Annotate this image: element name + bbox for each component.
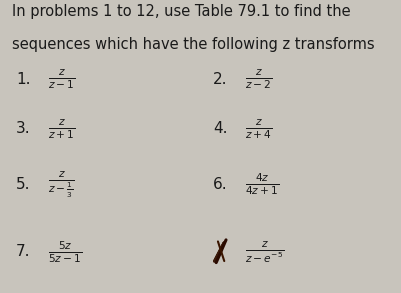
Text: sequences which have the following z transforms: sequences which have the following z tra… xyxy=(12,37,374,52)
Text: $\frac{z}{z-1}$: $\frac{z}{z-1}$ xyxy=(48,67,75,91)
Text: $\frac{z}{z-e^{-5}}$: $\frac{z}{z-e^{-5}}$ xyxy=(245,239,284,265)
Text: 1.: 1. xyxy=(16,71,30,87)
Text: $\frac{z}{z-2}$: $\frac{z}{z-2}$ xyxy=(245,67,272,91)
Text: $\frac{z}{z+4}$: $\frac{z}{z+4}$ xyxy=(245,117,272,141)
Text: 2.: 2. xyxy=(213,71,227,87)
Text: $\frac{z}{z-\frac{1}{3}}$: $\frac{z}{z-\frac{1}{3}}$ xyxy=(48,170,75,200)
Text: 6.: 6. xyxy=(213,177,227,192)
Text: $\frac{5z}{5z-1}$: $\frac{5z}{5z-1}$ xyxy=(48,239,82,265)
Text: $\frac{z}{z+1}$: $\frac{z}{z+1}$ xyxy=(48,117,75,141)
Text: $\frac{4z}{4z+1}$: $\frac{4z}{4z+1}$ xyxy=(245,172,279,197)
Text: In problems 1 to 12, use Table 79.1 to find the: In problems 1 to 12, use Table 79.1 to f… xyxy=(12,4,350,19)
Text: 5.: 5. xyxy=(16,177,30,192)
Text: 7.: 7. xyxy=(16,244,30,260)
Text: 3.: 3. xyxy=(16,121,30,137)
Text: 4.: 4. xyxy=(213,121,227,137)
